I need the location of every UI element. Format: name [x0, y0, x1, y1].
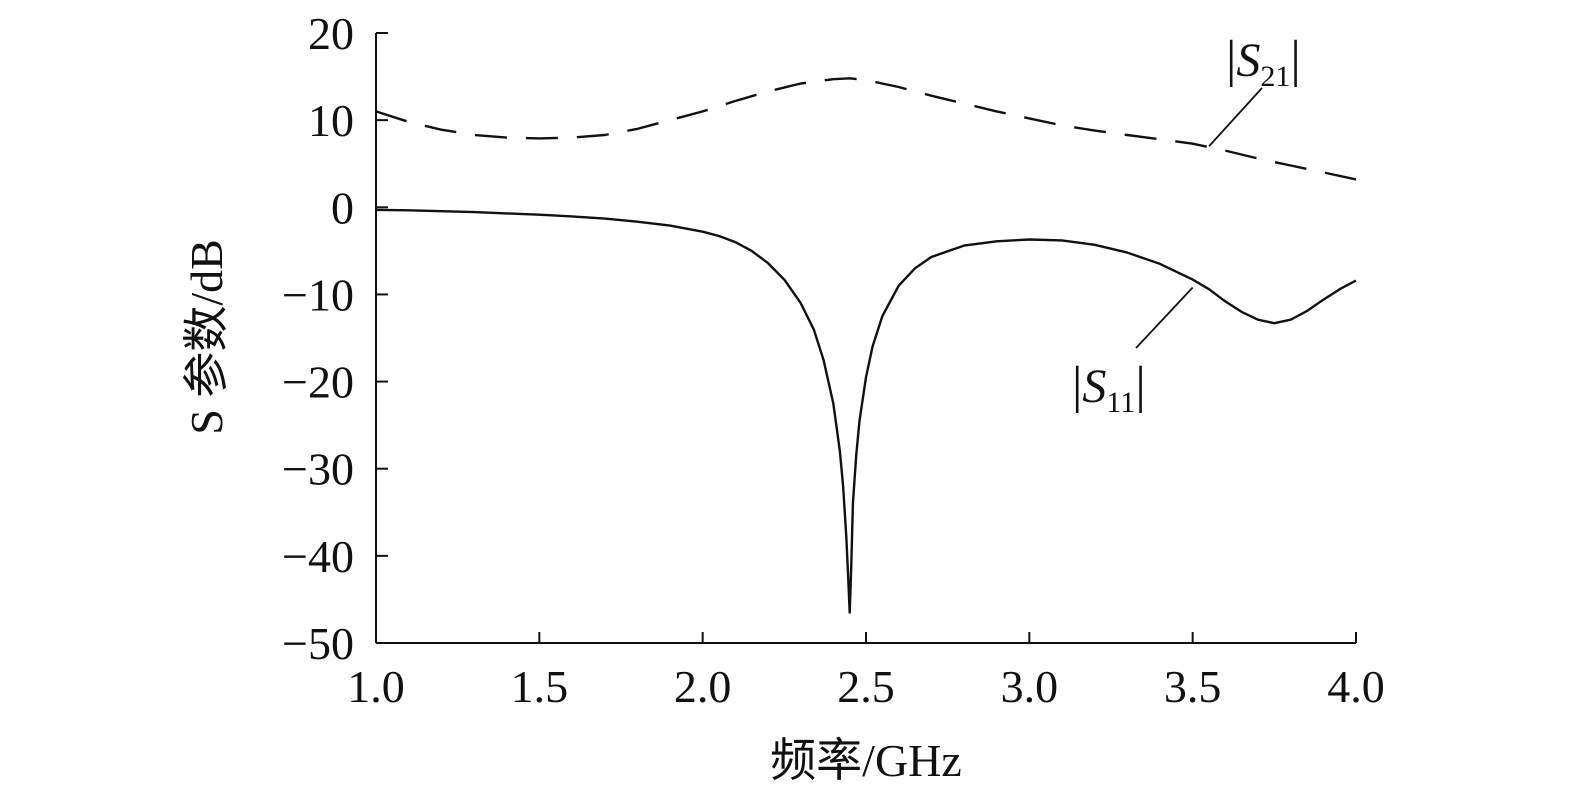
series-label-text: |S11| — [1072, 357, 1146, 419]
leader-line — [1208, 87, 1263, 147]
x-tick-label: 3.0 — [1001, 661, 1059, 712]
x-tick-label: 3.5 — [1164, 661, 1222, 712]
y-tick-label: −50 — [282, 618, 354, 669]
x-tick-label: 1.0 — [347, 661, 405, 712]
series-label-11: |S11| — [1072, 286, 1194, 419]
y-tick-label: 10 — [308, 95, 354, 146]
x-tick-label: 1.5 — [511, 661, 569, 712]
series-line-21 — [375, 77, 1357, 181]
y-ticks: 20 10 0 −10 −20 −30 −40 −50 — [282, 8, 388, 669]
y-tick-label: −40 — [282, 531, 354, 582]
leader-line — [1135, 286, 1194, 349]
y-axis-title: S 参数/dB — [181, 239, 232, 435]
y-tick-label: −10 — [282, 269, 354, 320]
series-annotations: |S21| |S11| — [1072, 31, 1301, 419]
x-axis-title: 频率/GHz — [770, 735, 962, 786]
y-tick-label: −30 — [282, 444, 354, 495]
x-ticks: 1.0 1.5 2.0 2.5 3.0 3.5 4.0 — [347, 632, 1385, 712]
series-layer — [375, 77, 1357, 614]
y-tick-label: 20 — [308, 8, 354, 59]
series-line-11 — [375, 208, 1357, 614]
series-label-21: |S21| — [1208, 31, 1301, 147]
x-tick-label: 2.5 — [837, 661, 895, 712]
y-tick-label: 0 — [331, 182, 354, 233]
axes — [375, 33, 1356, 644]
y-tick-label: −20 — [282, 357, 354, 408]
series-label-text: |S21| — [1226, 31, 1301, 93]
x-tick-label: 2.0 — [674, 661, 732, 712]
x-tick-label: 4.0 — [1327, 661, 1385, 712]
